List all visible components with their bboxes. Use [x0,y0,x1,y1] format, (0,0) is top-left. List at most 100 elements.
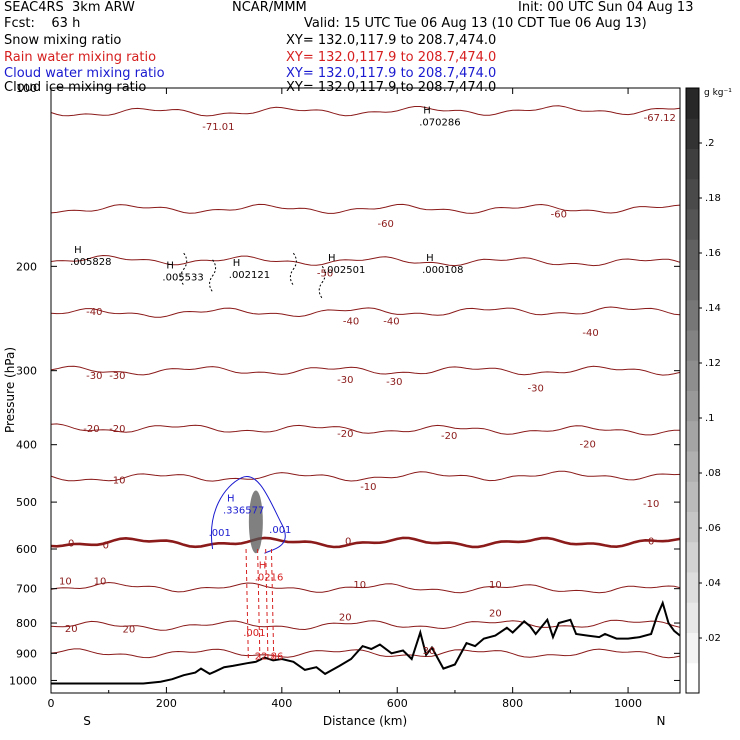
contour-label: 10 [94,576,107,587]
x-tick-label: 400 [271,697,292,710]
rain-water-contour [245,549,249,660]
x-tick-label: 200 [156,697,177,710]
extremum-value: .005828 [70,257,111,268]
snow-contour [289,252,297,286]
extremum-mark: H [227,494,235,505]
extremum-value: .0216 [255,573,284,584]
colorbar-band [686,602,699,633]
extremum-value: 22.86 [255,651,284,662]
colorbar-band [686,481,699,512]
x-tick-label: 600 [387,697,408,710]
field-cloud-water-xy: XY= 132.0,117.9 to 208.7,474.0 [286,66,497,81]
contour-label: -30 [109,371,125,382]
contour-label: -60 [378,219,394,230]
contour-label: 10 [59,576,72,587]
contour-label: -20 [109,424,125,435]
colorbar-band [686,88,699,119]
temperature-contour [50,648,681,659]
temperature-contour [50,254,681,267]
colorbar-tick-label: .2 [705,138,715,149]
contour-label: -40 [383,317,399,328]
colorbar-unit: g kg⁻¹ [704,88,732,98]
colorbar-band [686,239,699,270]
rain-water-contour [270,549,275,660]
contour-label: -10 [109,476,125,487]
snow-contour [318,266,326,299]
header-fcst: Fcst: 63 h [4,16,81,31]
contour-label: 20 [65,624,78,635]
colorbar-band [686,420,699,452]
colorbar-frame [685,87,700,694]
contour-label: -20 [579,439,595,450]
colorbar-band [686,662,699,694]
temperature-contour [50,105,681,117]
contour-label: -40 [86,307,102,318]
contour-label: -30 [337,375,353,386]
temperature-contour [50,619,681,631]
contour-label: -67.12 [644,113,676,124]
temperature-contour [50,365,681,376]
header-valid: Valid: 15 UTC Tue 06 Aug 13 (10 CDT Tue … [304,16,647,31]
field-snow-xy: XY= 132.0,117.9 to 208.7,474.0 [286,33,497,48]
colorbar-tick-label: .12 [705,358,721,369]
extremum-value: .000108 [422,265,463,276]
contour-label: 10 [353,580,366,591]
colorbar-band [686,299,699,331]
y-tick-label: 100 [16,82,37,95]
x-axis-label: Distance (km) [323,714,407,728]
contour-label: 30 [423,646,436,657]
colorbar-band [686,118,699,149]
plot-frame [50,87,681,694]
y-tick-label: 1000 [9,674,37,687]
colorbar-tick-label: .18 [705,193,721,204]
colorbar-tick-label: .04 [705,578,721,589]
axes: 0 200 400 600 800 100010020030040050060070080… [9,82,680,710]
extremum-value: .001 [243,628,265,639]
contour-label: -10 [360,482,376,493]
y-tick-label: 600 [16,543,37,556]
colorbar-tick-label: .1 [705,413,715,424]
colorbar-band [686,178,699,210]
header-org: NCAR/MMM [232,0,307,15]
south-end-label: S [83,714,91,728]
terrain-profile [51,600,681,685]
extremum-value: .336577 [223,506,264,517]
contour-label: 0 [345,536,351,547]
contour-label: 20 [489,609,502,620]
temperature-contour [50,423,680,436]
colorbar-band [686,269,699,301]
cloud-water-contour [211,476,286,554]
contour-label: -40 [582,328,598,339]
x-tick-label: 0 [48,697,55,710]
contour-label: -20 [83,424,99,435]
colorbar-band [686,148,699,180]
y-tick-label: 700 [16,583,37,596]
field-snow-name: Snow mixing ratio [4,33,122,48]
hydrometeor-features [180,252,326,660]
colorbar-tick-label: .16 [705,248,721,259]
y-tick-label: 400 [16,439,37,452]
extremum-mark: H [328,253,336,264]
colorbar-band [686,451,699,482]
terrain-line [51,600,681,685]
temperature-contour [50,581,681,594]
temperature-contour [50,306,681,318]
x-tick-label: 800 [502,697,523,710]
x-tick-label: 1000 [614,697,642,710]
contour-label: 20 [339,613,352,624]
colorbar: .02 .04 .06 .08 .1 .12 .14 .16 .18 .2 [685,87,721,694]
header-model: SEAC4RS 3km ARW [4,0,135,15]
contour-label: -50 [317,269,333,280]
snow-contour [180,252,188,286]
colorbar-tick-label: .08 [705,468,721,479]
contour-label: -20 [441,431,457,442]
contour-label: 10 [489,580,502,591]
y-tick-label: 200 [16,260,37,273]
field-rain-xy: XY= 132.0,117.9 to 208.7,474.0 [286,50,497,65]
temperature-contours [50,105,681,659]
colorbar-tick-label: .14 [705,303,721,314]
contour-label: 0 [103,540,109,551]
colorbar-band [686,360,699,391]
extremum-mark: H [423,106,431,117]
